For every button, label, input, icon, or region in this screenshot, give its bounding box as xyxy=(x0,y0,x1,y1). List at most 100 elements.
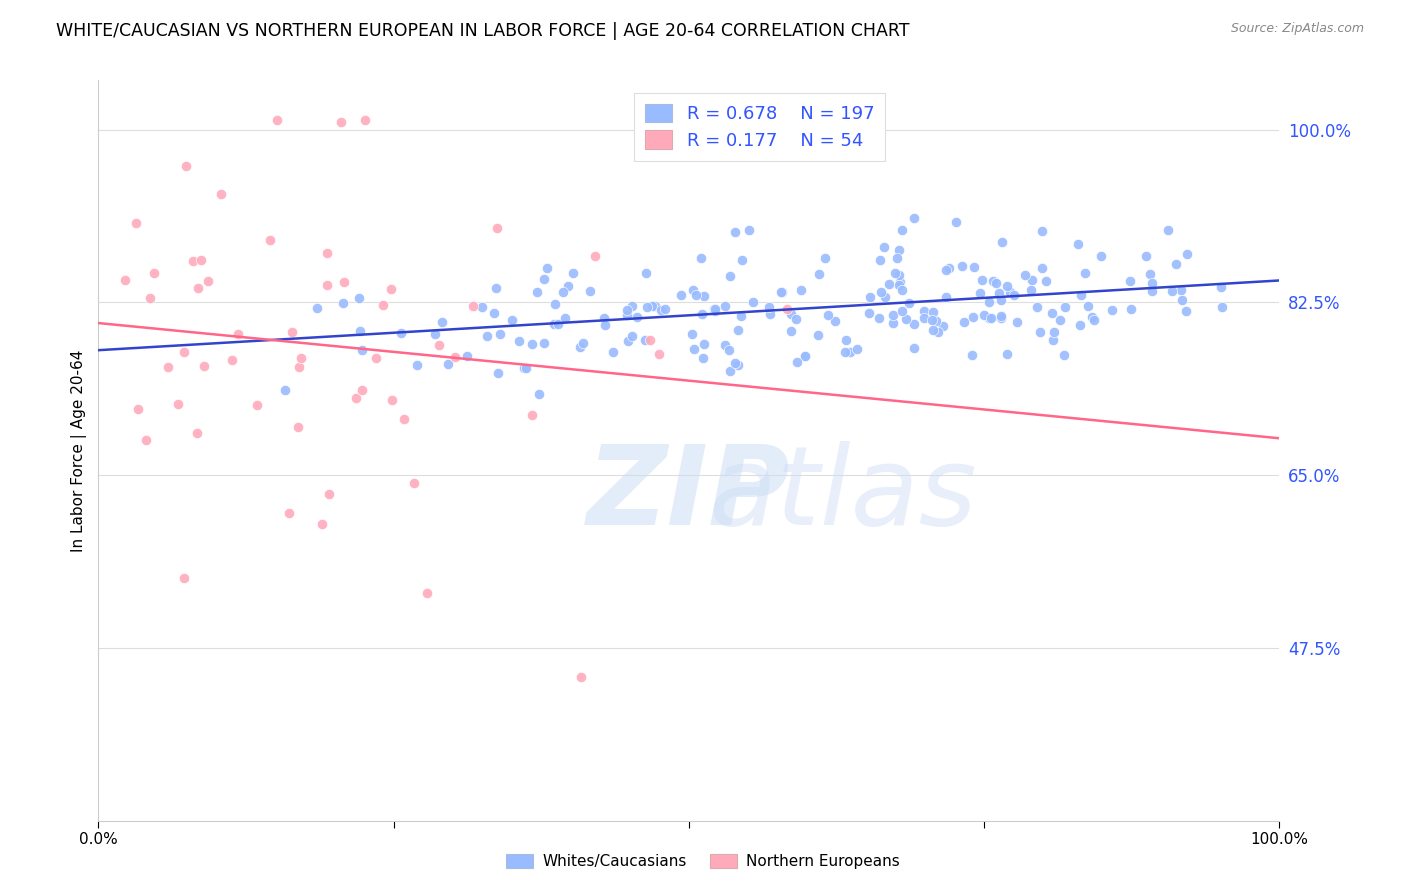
Point xyxy=(718,363,741,377)
Point xyxy=(1161,284,1184,298)
Point xyxy=(186,425,208,440)
Point xyxy=(349,324,371,338)
Point xyxy=(731,252,754,267)
Point xyxy=(273,383,295,397)
Point xyxy=(730,310,752,324)
Point xyxy=(1074,267,1097,281)
Point xyxy=(693,289,716,303)
Point xyxy=(776,302,799,317)
Point xyxy=(554,310,576,325)
Point xyxy=(1070,288,1092,302)
Point xyxy=(858,306,880,320)
Point xyxy=(779,307,801,321)
Point xyxy=(616,308,638,322)
Point xyxy=(135,434,157,448)
Point xyxy=(1175,247,1198,261)
Point xyxy=(724,356,747,370)
Point xyxy=(770,285,793,300)
Point xyxy=(318,487,340,501)
Point xyxy=(882,309,904,323)
Point xyxy=(1077,300,1099,314)
Text: WHITE/CAUCASIAN VS NORTHERN EUROPEAN IN LABOR FORCE | AGE 20-64 CORRELATION CHAR: WHITE/CAUCASIAN VS NORTHERN EUROPEAN IN … xyxy=(56,22,910,40)
Point xyxy=(903,341,925,355)
Point xyxy=(1053,300,1076,314)
Point xyxy=(332,295,354,310)
Point xyxy=(114,273,136,287)
Point xyxy=(173,570,195,584)
Point xyxy=(813,251,835,265)
Text: atlas: atlas xyxy=(709,442,977,549)
Point xyxy=(620,299,643,313)
Point xyxy=(432,315,454,329)
Point xyxy=(456,349,478,363)
Point xyxy=(683,343,706,357)
Point xyxy=(960,348,983,362)
Point xyxy=(890,303,912,318)
Point xyxy=(727,358,749,372)
Point xyxy=(371,297,394,311)
Point xyxy=(1090,249,1112,263)
Point xyxy=(501,313,523,327)
Point xyxy=(962,310,984,325)
Point xyxy=(644,299,666,313)
Point xyxy=(838,344,860,359)
Point xyxy=(682,283,704,297)
Point xyxy=(988,285,1011,300)
Point xyxy=(889,275,911,289)
Point xyxy=(406,358,429,372)
Point xyxy=(489,327,512,342)
Point xyxy=(780,324,803,338)
Point xyxy=(536,260,558,275)
Point xyxy=(984,276,1007,290)
Point xyxy=(553,285,575,299)
Point xyxy=(226,327,249,342)
Point xyxy=(380,283,402,297)
Point xyxy=(333,275,356,289)
Point xyxy=(364,351,387,365)
Point xyxy=(870,285,893,299)
Point xyxy=(713,299,735,313)
Point xyxy=(1026,300,1049,314)
Point xyxy=(436,357,458,371)
Point xyxy=(950,259,973,273)
Point xyxy=(1157,223,1180,237)
Point xyxy=(990,310,1012,325)
Point xyxy=(520,408,543,422)
Point xyxy=(935,263,957,277)
Point xyxy=(890,223,912,237)
Point xyxy=(1211,279,1233,293)
Point xyxy=(173,345,195,359)
Point xyxy=(533,335,555,350)
Point xyxy=(681,327,703,342)
Point xyxy=(873,240,896,254)
Point xyxy=(533,272,555,286)
Point xyxy=(869,253,891,268)
Point xyxy=(277,506,299,520)
Point xyxy=(945,214,967,228)
Point xyxy=(1031,224,1053,238)
Point xyxy=(156,360,179,375)
Point xyxy=(616,302,638,317)
Point xyxy=(1005,315,1028,329)
Point xyxy=(889,277,911,292)
Point xyxy=(990,310,1012,324)
Point xyxy=(190,252,212,267)
Point xyxy=(963,260,986,274)
Point xyxy=(759,307,782,321)
Point xyxy=(793,349,815,363)
Point xyxy=(887,268,910,282)
Point xyxy=(1211,300,1233,314)
Point xyxy=(142,266,165,280)
Point xyxy=(425,326,447,341)
Point xyxy=(931,319,953,334)
Point xyxy=(508,334,530,349)
Point xyxy=(641,299,664,313)
Point xyxy=(690,307,713,321)
Point xyxy=(1029,325,1052,339)
Point xyxy=(724,225,747,239)
Point xyxy=(347,291,370,305)
Point xyxy=(416,586,439,600)
Point xyxy=(1170,283,1192,297)
Point xyxy=(995,347,1018,361)
Point xyxy=(1166,257,1188,271)
